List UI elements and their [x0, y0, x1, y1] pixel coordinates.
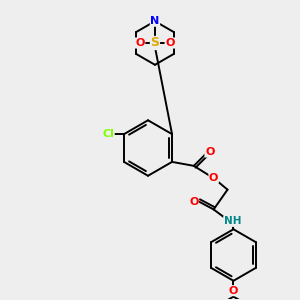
- Text: O: O: [165, 38, 175, 48]
- Text: O: O: [135, 38, 145, 48]
- Text: O: O: [209, 173, 218, 183]
- Text: N: N: [150, 16, 160, 26]
- Text: O: O: [229, 286, 238, 296]
- Text: Cl: Cl: [102, 129, 114, 139]
- Text: NH: NH: [224, 216, 241, 226]
- Text: S: S: [151, 37, 160, 50]
- Text: O: O: [205, 147, 214, 157]
- Text: O: O: [189, 196, 199, 206]
